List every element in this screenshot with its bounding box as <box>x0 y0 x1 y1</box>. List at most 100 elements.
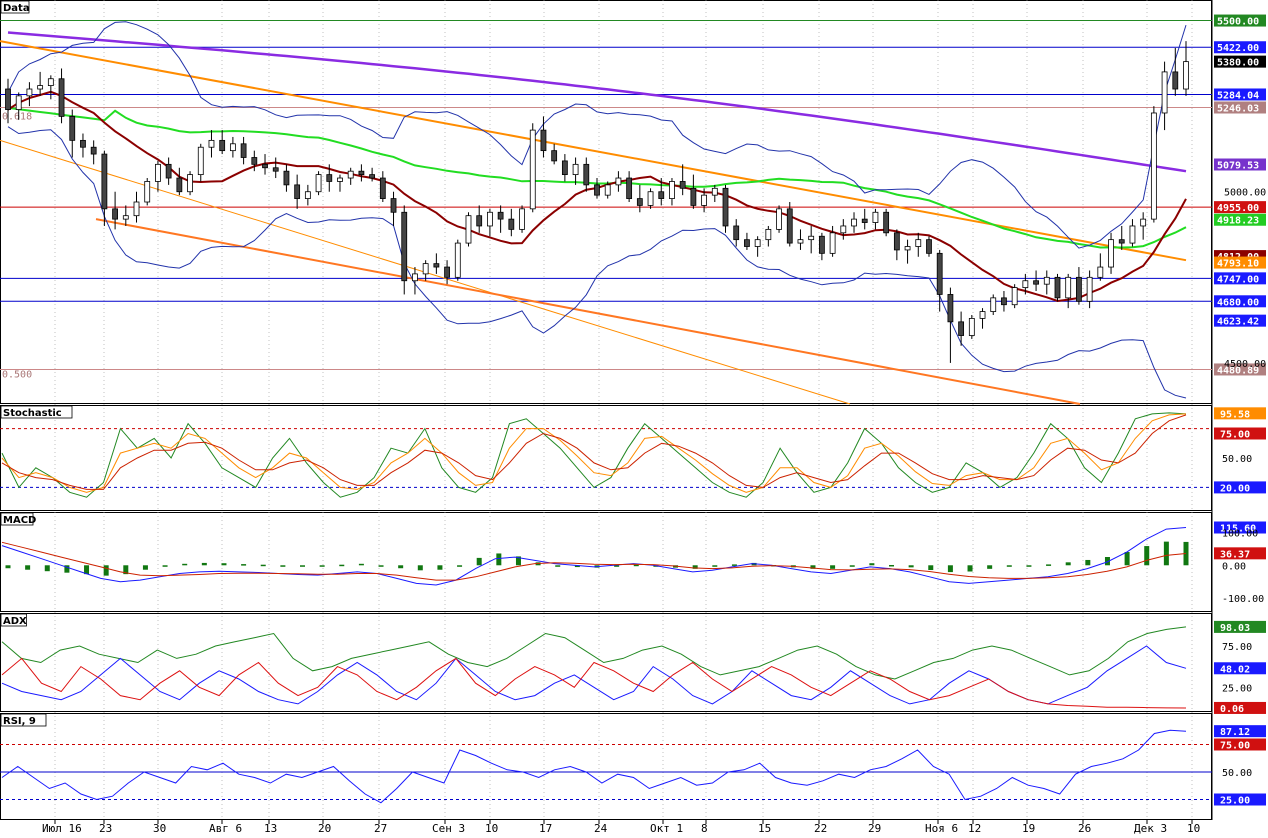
candle-body <box>176 177 183 193</box>
macd-histogram-bar <box>339 564 345 567</box>
x-axis-label: 10 <box>485 822 498 834</box>
candle-body <box>80 139 86 148</box>
macd-histogram-bar <box>457 565 463 567</box>
candle-body <box>15 95 22 110</box>
price-tag-box <box>1214 158 1266 171</box>
candle-body <box>165 163 172 179</box>
macd-histogram-bar <box>123 565 129 575</box>
macd-histogram-bar <box>555 565 561 567</box>
macd-histogram-bar <box>300 565 305 567</box>
macd-histogram-bar <box>614 565 620 567</box>
candle-body <box>144 181 151 203</box>
macd-histogram-bar <box>1065 562 1071 566</box>
candle-body <box>1001 297 1007 306</box>
candle-body <box>1140 218 1147 227</box>
candle-body <box>155 163 161 182</box>
macd-histogram-bar <box>849 565 855 567</box>
candle-body <box>412 273 418 282</box>
indicator-series-line <box>1 414 1187 490</box>
candle-body <box>90 146 97 155</box>
candle-body <box>1161 71 1168 114</box>
macd-histogram-bar <box>319 565 325 567</box>
candle-body <box>283 170 290 186</box>
pane-title-box <box>0 713 47 727</box>
x-axis-label: Сен 3 <box>432 822 465 834</box>
macd-histogram-bar <box>142 565 148 570</box>
price-tag-label: 4747.00 <box>1217 274 1259 285</box>
indicator-tag-label: 87.12 <box>1220 727 1250 738</box>
x-axis-label: 24 <box>594 822 608 834</box>
candle-body <box>433 263 440 268</box>
candle-body <box>208 139 215 148</box>
x-axis-label: Июл 16 <box>42 822 82 834</box>
candle-body <box>465 215 472 244</box>
candle-body <box>133 201 140 217</box>
price-tag-label: 5246.03 <box>1217 103 1259 114</box>
candle-body <box>754 239 761 247</box>
candle-body <box>262 163 268 169</box>
candle-body <box>990 297 997 312</box>
candle-body <box>229 143 236 152</box>
x-axis-label: 22 <box>814 822 827 834</box>
candle-body <box>829 232 836 254</box>
candle-body <box>690 187 697 206</box>
pane-title-box <box>0 613 27 627</box>
candle-body <box>101 153 108 210</box>
macd-histogram-bar <box>358 563 364 566</box>
x-axis-label: 15 <box>758 822 771 834</box>
candle-body <box>390 198 397 213</box>
pane-title: Stochastic <box>3 408 62 419</box>
candle-body <box>1033 280 1039 285</box>
macd-histogram-bar <box>1124 551 1130 566</box>
candle-body <box>979 311 986 319</box>
candle-body <box>529 129 536 210</box>
x-axis-label: Дек 3 <box>1134 822 1167 834</box>
candle-body <box>786 208 793 244</box>
macd-histogram-bar <box>260 564 266 567</box>
candle-body <box>122 215 129 220</box>
indicator-tag-box <box>1214 521 1266 534</box>
candle-body <box>872 211 879 223</box>
indicator-tag-label: 115.60 <box>1220 524 1256 535</box>
x-axis-label: 26 <box>1078 822 1091 834</box>
macd-histogram-bar <box>987 565 993 569</box>
candle-body <box>776 208 782 230</box>
macd-histogram-bar <box>182 563 188 566</box>
candle-body <box>347 170 354 179</box>
fib-label: 0.500 <box>2 369 32 380</box>
price-tag-box <box>1214 88 1266 101</box>
price-tag-box <box>1214 213 1266 226</box>
macd-histogram-bar <box>5 565 11 569</box>
chart-title: Data <box>3 3 30 14</box>
indicator-tag-box <box>1214 662 1266 675</box>
macd-histogram-bar <box>515 556 521 566</box>
candle-body <box>722 187 729 227</box>
indicator-tag-box <box>1214 793 1266 806</box>
macd-histogram-bar <box>928 565 934 571</box>
indicator-axis-tick: 50.00 <box>1222 768 1252 779</box>
candle-body <box>1129 225 1136 244</box>
candle-body <box>711 187 718 196</box>
price-tag-box <box>1214 41 1266 54</box>
macd-histogram-bar <box>869 563 875 566</box>
x-axis-label: 8 <box>701 822 708 834</box>
candle-body <box>572 163 579 176</box>
price-tag-label: 5380.00 <box>1217 58 1259 69</box>
candle-body <box>808 235 815 241</box>
candle-body <box>915 239 922 247</box>
candle-body <box>797 239 804 244</box>
candle-body <box>1097 266 1104 278</box>
pane-title-box <box>0 0 30 14</box>
candle-body <box>294 184 301 199</box>
candle-body <box>893 232 900 251</box>
candle-body <box>1022 280 1029 288</box>
x-axis-label: 27 <box>374 822 387 834</box>
indicator-tag-label: 0.06 <box>1220 704 1244 715</box>
candle-body <box>422 263 429 275</box>
candle-body <box>454 242 461 278</box>
price-tag-label: 5079.53 <box>1217 160 1259 171</box>
pane-title: RSI, 9 <box>3 716 36 727</box>
candle-body <box>58 78 65 117</box>
price-tag-label: 4480.89 <box>1217 365 1259 376</box>
